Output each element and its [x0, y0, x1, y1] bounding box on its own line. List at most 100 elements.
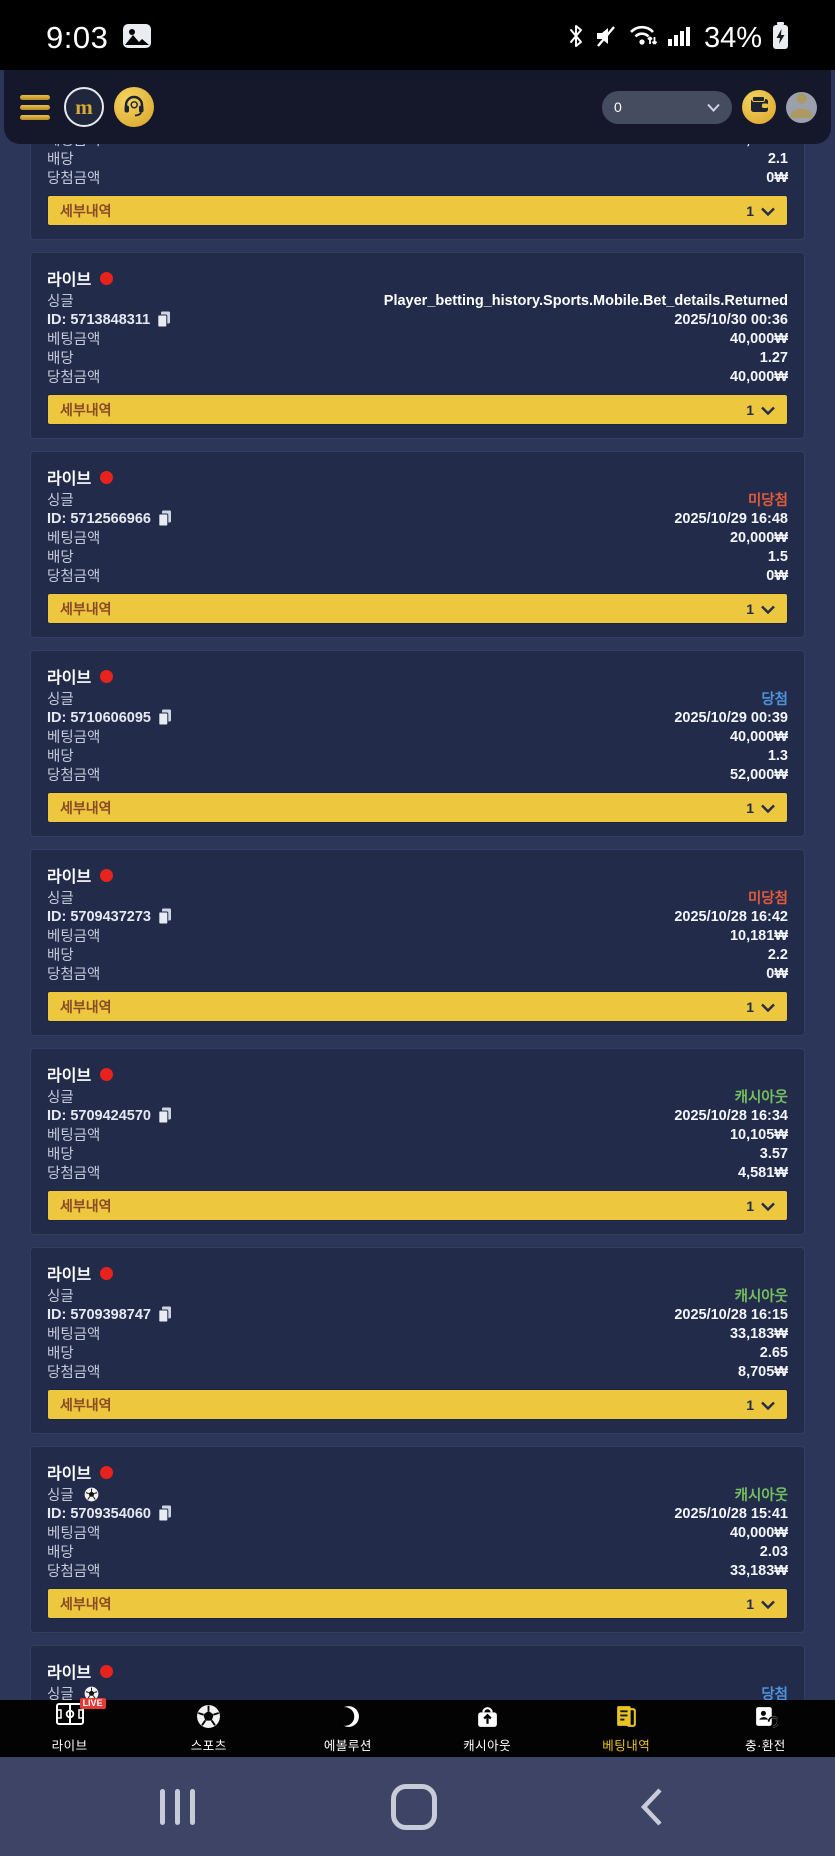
bet-amount-label: 베팅금액: [47, 1526, 101, 1542]
bet-status: Player_betting_history.Sports.Mobile.Bet…: [383, 292, 788, 309]
details-count: 1: [746, 401, 754, 418]
bet-id: ID: 5709354060: [47, 1505, 151, 1522]
bet-status: 캐시아웃: [734, 1488, 788, 1504]
app-header: m 0: [4, 70, 831, 144]
soccer-ball-icon: [196, 1704, 221, 1730]
live-indicator-dot: [100, 1266, 114, 1280]
back-button[interactable]: [640, 1787, 664, 1827]
win-amount-label: 당첨금액: [47, 1564, 101, 1580]
details-label: 세부내역: [60, 1595, 112, 1612]
customer-support-button[interactable]: [114, 87, 154, 127]
chevron-down-icon: [761, 1596, 775, 1612]
win-amount-value: 40,000₩: [729, 368, 788, 385]
win-amount-value: 0₩: [766, 965, 788, 982]
copy-icon[interactable]: [158, 1505, 172, 1522]
bet-amount-value: 33,183₩: [729, 1325, 788, 1342]
details-label: 세부내역: [60, 1197, 112, 1214]
odds-label: 배당: [47, 1346, 74, 1362]
bet-type-label: 싱글: [47, 294, 74, 310]
bet-amount-label: 베팅금액: [47, 531, 101, 547]
odds-value: 1.3: [767, 747, 788, 764]
details-button[interactable]: 세부내역 1: [47, 1190, 788, 1221]
profile-button[interactable]: [786, 91, 817, 123]
details-count: 1: [746, 998, 754, 1015]
bet-id: ID: 5709424570: [47, 1107, 151, 1124]
live-label: 라이브: [47, 471, 92, 488]
details-button[interactable]: 세부내역 1: [47, 991, 788, 1022]
home-button[interactable]: [391, 1783, 437, 1830]
bet-amount-label: 베팅금액: [47, 332, 101, 348]
details-count: 1: [746, 1197, 754, 1214]
balance-dropdown[interactable]: 0: [602, 90, 732, 124]
chevron-down-icon: [761, 1198, 775, 1214]
details-button[interactable]: 세부내역 1: [47, 1588, 788, 1619]
bet-amount-value: 10,105₩: [729, 1126, 788, 1143]
copy-icon[interactable]: [158, 908, 172, 925]
live-indicator-dot: [100, 1067, 114, 1081]
details-count: 1: [746, 600, 754, 617]
details-label: 세부내역: [60, 401, 112, 418]
bet-amount-label: 베팅금액: [47, 730, 101, 746]
win-amount-label: 당첨금액: [47, 171, 101, 187]
details-count: 1: [746, 1396, 754, 1413]
copy-icon[interactable]: [158, 510, 172, 527]
bet-type-label: 싱글: [47, 493, 74, 509]
win-amount-label: 당첨금액: [47, 1365, 101, 1381]
details-count: 1: [746, 799, 754, 816]
bet-card: 라이브 싱글 미당첨 ID: 5712566966 2025/10/29 16:…: [30, 451, 805, 638]
details-label: 세부내역: [60, 600, 112, 617]
details-button[interactable]: 세부내역 1: [47, 195, 788, 226]
nav-item-cashout[interactable]: 캐시아웃: [418, 1700, 557, 1757]
volume-muted-icon: [594, 23, 618, 54]
battery-percentage: 34%: [703, 21, 762, 54]
copy-icon[interactable]: [158, 1107, 172, 1124]
odds-value: 1.27: [759, 349, 788, 366]
brand-logo[interactable]: m: [64, 87, 104, 127]
win-amount-label: 당첨금액: [47, 1166, 101, 1182]
details-button[interactable]: 세부내역 1: [47, 593, 788, 624]
live-indicator-dot: [100, 868, 114, 882]
clock: 9:03: [46, 20, 109, 55]
crescent-icon: [335, 1704, 360, 1730]
details-count: 1: [746, 1595, 754, 1612]
nav-item-evolution[interactable]: 에볼루션: [278, 1700, 417, 1757]
win-amount-value: 33,183₩: [729, 1562, 788, 1579]
details-label: 세부내역: [60, 998, 112, 1015]
copy-icon[interactable]: [158, 1306, 172, 1323]
win-amount-value: 52,000₩: [729, 766, 788, 783]
nav-item-deposit-withdraw[interactable]: 충·환전: [696, 1700, 835, 1757]
win-amount-label: 당첨금액: [47, 967, 101, 983]
copy-icon[interactable]: [158, 709, 172, 726]
chevron-down-icon: [761, 601, 775, 617]
bet-id: ID: 5712566966: [47, 510, 151, 527]
live-badge: LIVE: [79, 1697, 106, 1710]
odds-value: 3.57: [759, 1145, 788, 1162]
odds-value: 2.2: [767, 946, 788, 963]
bet-id: ID: 5713848311: [47, 311, 151, 328]
win-amount-value: 0₩: [766, 567, 788, 584]
details-button[interactable]: 세부내역 1: [47, 1389, 788, 1420]
soccer-icon: [84, 1487, 99, 1502]
chevron-down-icon: [761, 402, 775, 418]
nav-item-sports[interactable]: 스포츠: [139, 1700, 278, 1757]
odds-label: 배당: [47, 351, 74, 367]
win-amount-value: 0₩: [766, 169, 788, 186]
copy-icon[interactable]: [157, 311, 171, 328]
soccer-icon: [84, 1686, 99, 1700]
bet-status: 미당첨: [747, 891, 788, 907]
details-label: 세부내역: [60, 799, 112, 816]
menu-icon[interactable]: [20, 94, 50, 120]
details-button[interactable]: 세부내역 1: [47, 394, 788, 425]
nav-item-bet-history[interactable]: 베팅내역: [557, 1700, 696, 1757]
recent-apps-button[interactable]: [160, 1788, 195, 1825]
bet-datetime: 2025/10/30 00:36: [674, 311, 788, 328]
bet-amount-value: 40,000₩: [729, 330, 788, 347]
live-indicator-dot: [100, 1465, 114, 1479]
headset-icon: [122, 93, 146, 122]
nav-item-live[interactable]: LIVE 라이브: [0, 1697, 139, 1757]
details-button[interactable]: 세부내역 1: [47, 792, 788, 823]
wallet-button[interactable]: [742, 90, 776, 124]
bet-status: 당첨: [761, 692, 788, 708]
chevron-down-icon: [761, 800, 775, 816]
details-label: 세부내역: [60, 202, 112, 219]
